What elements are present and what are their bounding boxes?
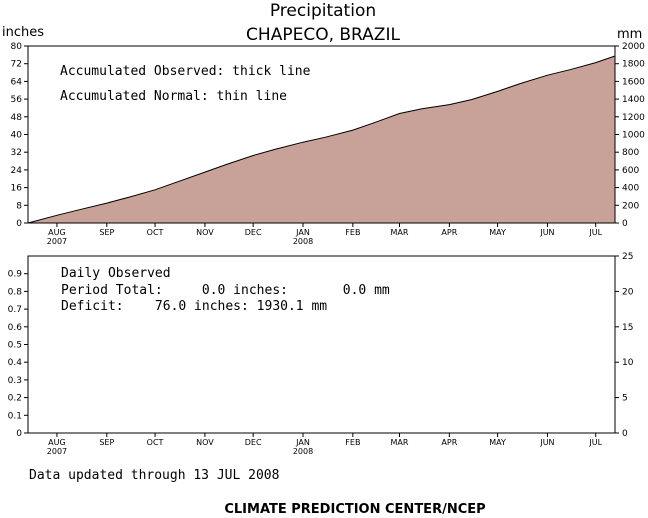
credit-label: CLIMATE PREDICTION CENTER/NCEP [224, 502, 485, 517]
accumulated-month-label: NOV [196, 228, 214, 237]
accumulated-left-tick-label: 0 [16, 219, 22, 229]
accumulated-month-label: MAY [489, 228, 506, 237]
daily-left-tick-label: 0.5 [8, 341, 22, 351]
daily-left-tick-label: 0.7 [8, 305, 22, 315]
daily-right-tick-label: 20 [622, 287, 634, 297]
daily-month-label: OCT [147, 438, 164, 447]
accumulated-month-label: DEC [245, 228, 262, 237]
daily-right-tick-label: 25 [622, 252, 633, 262]
daily-left-tick-label: 0.1 [8, 411, 22, 421]
accumulated-month-label: MAR [391, 228, 409, 237]
accumulated-observed-line [27, 55, 616, 224]
accumulated-year-label: 2008 [293, 237, 313, 246]
daily-right-tick-label: 10 [622, 358, 634, 368]
data-updated-note: Data updated through 13 JUL 2008 [29, 468, 279, 483]
daily-month-label: DEC [245, 438, 262, 447]
daily-year-label: 2007 [47, 447, 67, 456]
accumulated-left-tick-label: 80 [11, 42, 23, 52]
accumulated-month-label: OCT [147, 228, 164, 237]
accumulated-left-tick-label: 40 [11, 131, 23, 141]
daily-month-label: MAR [391, 438, 409, 447]
accumulated-observed-area [28, 56, 615, 223]
daily-left-tick-label: 0.6 [8, 323, 23, 333]
accumulated-right-tick-label: 400 [622, 184, 639, 194]
accumulated-month-label: AUG [48, 228, 66, 237]
daily-year-label: 2008 [293, 447, 313, 456]
accumulated-left-tick-label: 56 [11, 95, 23, 105]
daily-observed-label: Daily Observed [61, 266, 171, 281]
accumulated-right-tick-label: 1400 [622, 95, 645, 105]
daily-month-label: MAY [489, 438, 506, 447]
accumulated-right-tick-label: 2000 [622, 42, 645, 52]
daily-left-tick-label: 0.3 [8, 376, 22, 386]
accumulated-right-tick-label: 1000 [622, 131, 645, 141]
accumulated-right-tick-label: 800 [622, 148, 639, 158]
accumulated-month-label: JUL [588, 228, 602, 237]
daily-right-tick-label: 0 [622, 429, 628, 439]
daily-left-tick-label: 0.9 [8, 270, 23, 280]
daily-month-label: FEB [345, 438, 360, 447]
accumulated-right-tick-label: 0 [622, 219, 628, 229]
accumulated-month-label: FEB [345, 228, 360, 237]
accumulated-left-tick-label: 24 [11, 166, 23, 176]
daily-left-tick-label: 0.8 [8, 287, 23, 297]
chart-title: Precipitation [270, 1, 376, 21]
daily-right-tick-label: 5 [622, 394, 628, 404]
accumulated-right-tick-label: 1800 [622, 60, 645, 70]
accumulated-right-tick-label: 1200 [622, 113, 645, 123]
accumulated-left-tick-label: 48 [11, 113, 23, 123]
accumulated-left-tick-label: 72 [11, 60, 22, 70]
daily-left-tick-label: 0.4 [8, 358, 23, 368]
daily-month-label: JUL [588, 438, 602, 447]
accumulated-right-tick-label: 1600 [622, 77, 645, 87]
accumulated-month-label: APR [441, 228, 457, 237]
daily-panel: 0 0.1 0.2 0.3 0.4 0.5 0.6 0.7 0.8 0.9 0 5 10 15 20 25 AU… [8, 252, 634, 456]
daily-month-label: JAN [295, 438, 310, 447]
accumulated-right-tick-label: 600 [622, 166, 639, 176]
deficit-label: Deficit: 76.0 inches: 1930.1 mm [61, 299, 327, 314]
accumulated-month-label: SEP [99, 228, 114, 237]
accumulated-month-label: JUN [539, 228, 554, 237]
accumulated-month-label: JAN [295, 228, 310, 237]
left-axis-unit: inches [2, 25, 44, 40]
accumulated-left-tick-label: 64 [11, 77, 23, 87]
accumulated-year-label: 2007 [47, 237, 67, 246]
accumulated-panel: inches mm 081624324048566472800200400600… [2, 25, 645, 246]
accumulated-left-tick-label: 8 [16, 201, 22, 211]
daily-left-tick-label: 0 [16, 429, 22, 439]
station-name: CHAPECO, BRAZIL [246, 25, 400, 45]
daily-month-label: AUG [48, 438, 66, 447]
daily-right-tick-label: 15 [622, 323, 633, 333]
right-axis-unit: mm [617, 27, 642, 42]
legend-observed: Accumulated Observed: thick line [60, 64, 311, 79]
daily-left-tick-label: 0.2 [8, 394, 22, 404]
accumulated-right-tick-label: 200 [622, 201, 639, 211]
period-total-label: Period Total: 0.0 inches: 0.0 mm [61, 283, 390, 298]
daily-month-label: SEP [99, 438, 114, 447]
daily-month-label: JUN [539, 438, 554, 447]
legend-normal: Accumulated Normal: thin line [60, 89, 287, 104]
daily-month-label: NOV [196, 438, 214, 447]
daily-month-label: APR [441, 438, 457, 447]
accumulated-left-tick-label: 32 [11, 148, 22, 158]
accumulated-left-tick-label: 16 [11, 184, 23, 194]
